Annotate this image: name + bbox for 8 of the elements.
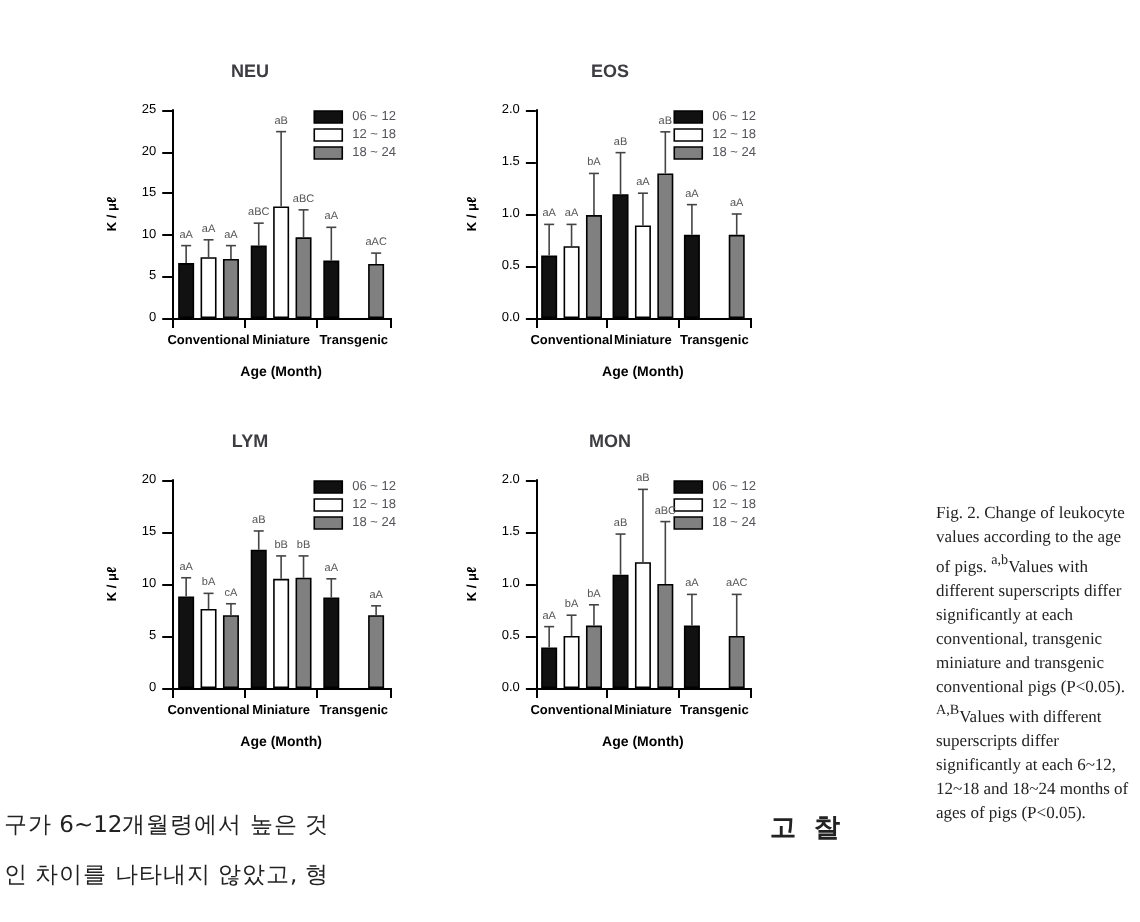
chart-title: NEU xyxy=(230,61,270,81)
chart-title: LYM xyxy=(231,431,269,451)
chart-title: MON xyxy=(589,431,631,451)
text: Fig. 2. Change of leukocyte values according to the age of pigs. $^{a,b}$Values with different superscripts differ significantly at each conventional, transgenic miniature and transgenic conventional pigs (P<0.05). $^{A,B}$Values with different superscripts differ significantly at each 6~12, 12~18 and 18~24 months of ages of pigs (P<0.05). xyxy=(936,502,1129,822)
text: 인 차이를 나타내지 않았고, 형 xyxy=(4,860,329,890)
chart-title: EOS xyxy=(590,61,630,81)
text: 구가 6~12개월령에서 높은 것 xyxy=(4,810,330,840)
text: 고 찰 xyxy=(770,812,841,846)
